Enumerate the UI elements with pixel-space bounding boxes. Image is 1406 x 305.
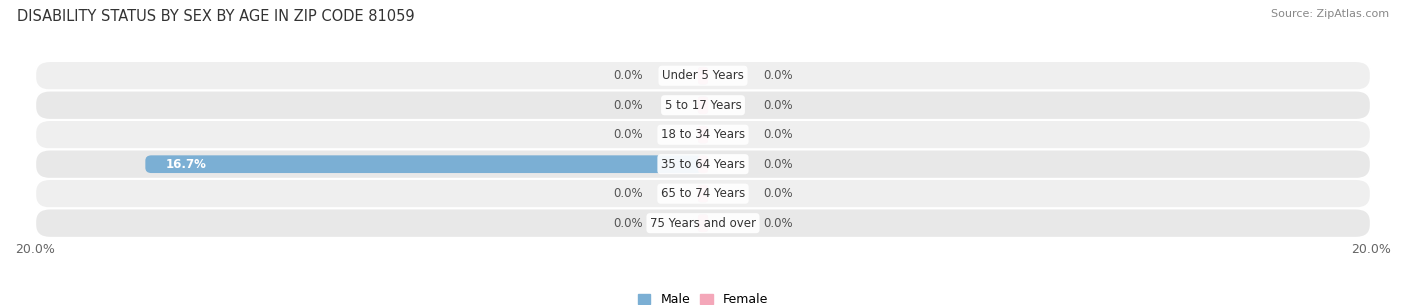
Text: 0.0%: 0.0% [613,99,643,112]
Text: 0.0%: 0.0% [763,128,793,141]
FancyBboxPatch shape [35,61,1371,91]
Text: 0.0%: 0.0% [613,187,643,200]
Text: Source: ZipAtlas.com: Source: ZipAtlas.com [1271,9,1389,19]
FancyBboxPatch shape [697,96,709,114]
Text: 0.0%: 0.0% [763,217,793,230]
FancyBboxPatch shape [697,185,709,203]
Text: 5 to 17 Years: 5 to 17 Years [665,99,741,112]
FancyBboxPatch shape [697,185,709,203]
FancyBboxPatch shape [697,126,709,144]
Legend: Male, Female: Male, Female [633,288,773,305]
Text: 0.0%: 0.0% [613,128,643,141]
FancyBboxPatch shape [697,126,709,144]
FancyBboxPatch shape [697,214,709,232]
Text: 0.0%: 0.0% [763,158,793,171]
FancyBboxPatch shape [35,179,1371,208]
FancyBboxPatch shape [35,149,1371,179]
Text: DISABILITY STATUS BY SEX BY AGE IN ZIP CODE 81059: DISABILITY STATUS BY SEX BY AGE IN ZIP C… [17,9,415,24]
Text: 0.0%: 0.0% [613,217,643,230]
Text: 16.7%: 16.7% [166,158,207,171]
FancyBboxPatch shape [35,208,1371,238]
FancyBboxPatch shape [35,120,1371,149]
Text: 0.0%: 0.0% [763,69,793,82]
FancyBboxPatch shape [697,155,709,173]
Text: 0.0%: 0.0% [763,99,793,112]
FancyBboxPatch shape [35,91,1371,120]
FancyBboxPatch shape [145,155,703,173]
Text: 75 Years and over: 75 Years and over [650,217,756,230]
FancyBboxPatch shape [697,96,709,114]
FancyBboxPatch shape [697,214,709,232]
FancyBboxPatch shape [697,67,709,84]
Text: 0.0%: 0.0% [613,69,643,82]
FancyBboxPatch shape [697,67,709,84]
Text: 0.0%: 0.0% [763,187,793,200]
Text: Under 5 Years: Under 5 Years [662,69,744,82]
Text: 65 to 74 Years: 65 to 74 Years [661,187,745,200]
Text: 18 to 34 Years: 18 to 34 Years [661,128,745,141]
Text: 35 to 64 Years: 35 to 64 Years [661,158,745,171]
